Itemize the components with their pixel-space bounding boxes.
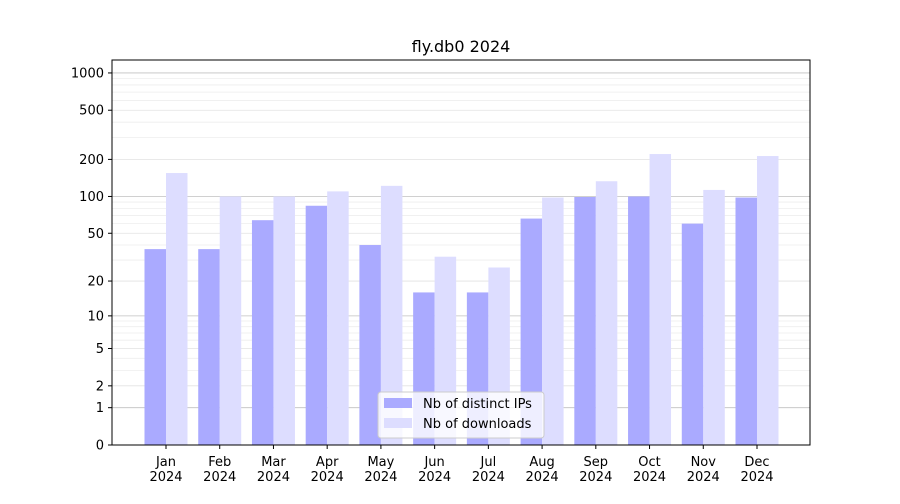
x-tick-label: Mar [261,455,286,470]
x-tick-label: 2024 [526,470,559,485]
x-tick-label: 2024 [633,470,666,485]
bar-downloads [219,196,242,445]
legend-label: Nb of downloads [423,417,532,432]
bar-downloads [542,197,564,445]
x-tick-label: 2024 [203,470,236,485]
bar-downloads [649,154,672,445]
bar-distinct-ips [359,245,381,445]
x-tick-label: Oct [638,455,660,470]
chart-title: fly.db0 2024 [412,37,511,56]
legend-swatch [384,418,412,428]
legend-box [377,391,545,439]
bar-downloads [327,191,349,445]
legend-swatch [384,398,412,408]
y-tick-label: 5 [96,342,104,357]
x-tick-label: Feb [208,455,231,470]
x-tick-label: 2024 [149,470,182,485]
y-tick-label: 2 [96,379,104,394]
y-tick-label: 200 [79,153,104,168]
x-tick-label: Apr [316,455,339,470]
x-tick-label: Nov [691,455,717,470]
bar-distinct-ips [144,249,166,445]
bar-distinct-ips [520,218,543,445]
bar-downloads [166,173,188,445]
x-tick-label: 2024 [418,470,451,485]
y-tick-label: 0 [96,439,104,454]
x-tick-label: 2024 [579,470,612,485]
bar-downloads [273,196,295,445]
legend: Nb of distinct IPs Nb of downloads [377,391,545,439]
y-tick-label: 100 [79,190,104,205]
plot-frame [111,59,811,446]
x-tick-label: 2024 [364,470,397,485]
y-tick-label: 1 [96,401,104,416]
x-tick-label: Dec [744,455,769,470]
legend-label: Nb of distinct IPs [423,397,532,412]
bar-distinct-ips [305,205,328,445]
x-tick-label: Aug [529,455,554,470]
x-tick-label: May [367,455,394,470]
bar-distinct-ips [251,220,274,445]
bar-distinct-ips [628,196,650,445]
x-tick-label: 2024 [687,470,720,485]
bar-downloads [595,181,618,445]
x-tick-label: Jul [480,455,497,470]
bar-distinct-ips [681,223,704,445]
x-tick-label: Jun [423,455,444,470]
bar-downloads [380,185,403,446]
bar-downloads [757,156,779,445]
x-tick-label: Sep [584,455,609,470]
bar-distinct-ips [735,197,757,445]
y-tick-label: 50 [87,227,104,242]
x-tick-label: 2024 [311,470,344,485]
bar-distinct-ips [198,249,220,445]
x-tick-label: 2024 [472,470,505,485]
y-tick-label: 500 [79,104,104,119]
y-tick-label: 10 [87,309,104,324]
bar-downloads [703,189,725,445]
x-tick-label: Jan [155,455,176,470]
bar-distinct-ips [574,197,596,445]
x-tick-label: 2024 [257,470,290,485]
y-tick-label: 1000 [71,66,104,81]
x-tick-label: 2024 [740,470,773,485]
y-tick-label: 20 [87,275,104,290]
